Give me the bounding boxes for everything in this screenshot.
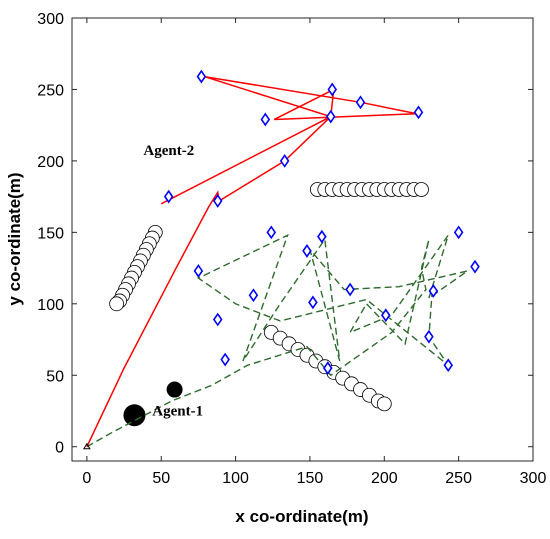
waypoint-diamond-10: [317, 229, 327, 244]
waypoint-diamond-3: [260, 112, 271, 127]
x-axis-title: x co-ordinate(m): [235, 507, 368, 526]
x-tick-label-6: 300: [520, 470, 547, 487]
annotation-agent-1: Agent-1: [152, 403, 203, 419]
solid-obstacle-0: [123, 404, 146, 427]
start-marker: [82, 442, 91, 450]
waypoint-diamond-5: [325, 109, 336, 124]
waypoint-diamond-2: [355, 95, 366, 110]
waypoint-diamond-18: [428, 284, 439, 298]
y-tick-label-4: 200: [37, 154, 64, 171]
waypoint-diamond-16: [248, 288, 259, 303]
waypoint-diamond-24: [443, 358, 454, 373]
annotation-agent-2: Agent-2: [143, 143, 194, 159]
waypoint-diamond-9: [266, 225, 277, 240]
waypoint-diamond-4: [413, 105, 424, 120]
y-tick-label-2: 100: [37, 297, 64, 314]
waypoint-diamond-12: [302, 244, 312, 258]
annotation-layer: Agent-2 Agent-1: [143, 143, 203, 419]
axes-layer: 0 50 100 150 200 250 300 0 50 100 150 200 250 300: [37, 11, 546, 487]
y-tick-label-3: 150: [37, 225, 64, 242]
y-tick-label-1: 50: [46, 368, 64, 385]
waypoint-diamond-7: [163, 189, 174, 204]
solid-obstacle-1: [166, 381, 183, 398]
waypoint-diamond-1: [327, 82, 338, 97]
waypoint-diamond-19: [212, 312, 223, 327]
waypoint-diamond-15: [345, 282, 355, 297]
waypoint-diamond-11: [453, 225, 464, 240]
y-axis-title: y co-ordinate(m): [5, 172, 24, 305]
waypoint-diamond-17: [308, 295, 318, 310]
waypoint-diamond-21: [424, 329, 434, 344]
x-tick-label-1: 50: [152, 470, 170, 487]
obstacle-band-2-circle-14: [414, 182, 429, 197]
waypoint-diamond-20: [381, 308, 391, 323]
x-tick-label-2: 100: [222, 470, 249, 487]
waypoint-diamond-14: [470, 259, 480, 274]
y-tick-label-0: 0: [55, 440, 64, 457]
series-layer: [82, 69, 480, 450]
agent-1-path-line: [86, 233, 468, 448]
x-tick-label-5: 250: [445, 470, 472, 487]
y-tick-label-6: 300: [37, 11, 64, 28]
obstacle-band-1-circle-13: [109, 296, 125, 312]
x-tick-label-0: 0: [82, 470, 91, 487]
waypoint-diamond-23: [323, 361, 333, 376]
plot-area: [71, 17, 534, 462]
waypoint-diamond-8: [212, 194, 223, 208]
obstacle-band-3-circle-13: [376, 396, 392, 412]
waypoint-diamond-13: [193, 264, 204, 278]
x-tick-label-4: 200: [371, 470, 398, 487]
x-tick-label-3: 150: [297, 470, 324, 487]
y-tick-label-5: 250: [37, 82, 64, 99]
waypoint-diamond-6: [279, 153, 290, 168]
waypoint-diamond-0: [196, 69, 207, 84]
waypoint-diamond-22: [220, 352, 230, 367]
